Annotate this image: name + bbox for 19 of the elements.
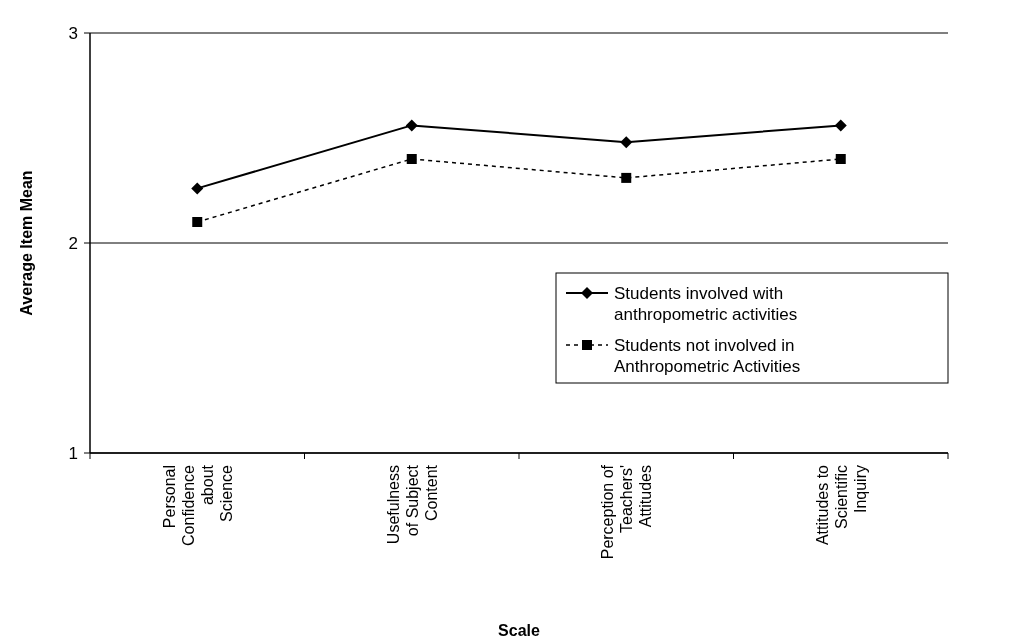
y-tick-label: 2 [68,233,78,253]
point [405,119,418,132]
point [192,217,203,227]
point [191,182,204,195]
x-tick-label: Attitudes to Scientific Inquiry [813,464,869,546]
y-tick-label: 1 [68,443,78,463]
x-tick-label: Personal Confidence about Science [160,464,235,546]
x-tick-label: Usefulness of Subject Content [384,464,440,545]
point [834,119,847,132]
y-tick-label: 3 [68,23,78,43]
legend-label: Students not involved in Anthropometric Activities [614,336,801,376]
point [620,136,633,149]
point [835,154,846,164]
x-axis-title: Scale [498,622,541,639]
legend-label: Students involved with anthropometric activities [614,284,798,324]
point [621,172,632,183]
x-tick-label: Perception of Teachers' Attitudes [599,464,655,560]
point [406,154,417,164]
y-axis-title: Average Item Mean [18,170,35,316]
